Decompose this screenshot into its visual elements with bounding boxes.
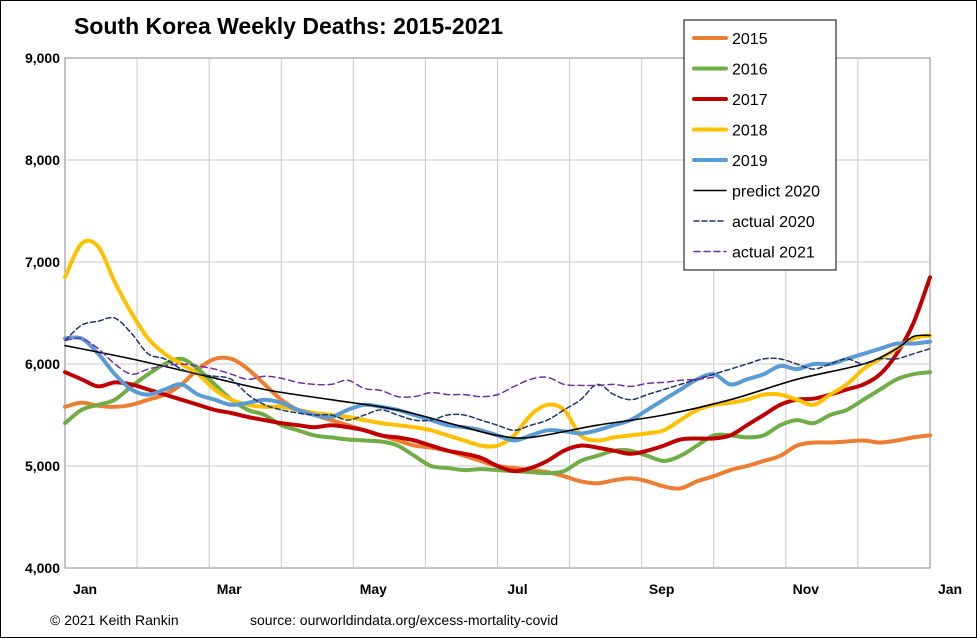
series-line-actual-2021 <box>64 337 715 399</box>
x-tick-label: Jan <box>938 581 962 597</box>
series-line-2016 <box>63 356 932 476</box>
x-tick-label: May <box>360 581 387 597</box>
series-lines <box>63 238 932 491</box>
legend-label: 2018 <box>732 123 768 140</box>
legend-label: 2019 <box>732 153 768 170</box>
y-tick-label: 9,000 <box>25 50 60 66</box>
legend-label: actual 2021 <box>732 245 815 262</box>
x-tick-label: Nov <box>793 581 820 597</box>
vertical-gridlines <box>136 58 859 568</box>
y-tick-label: 6,000 <box>25 356 60 372</box>
legend-label: 2015 <box>732 31 768 48</box>
x-tick-labels: Jan Mar May Jul Sep Nov Jan <box>73 581 962 597</box>
legend: 2015 2016 2017 2018 2019 predict 2020 actual 2… <box>683 19 837 271</box>
legend-box <box>683 19 837 271</box>
y-tick-label: 7,000 <box>25 254 60 270</box>
series-line-2017 <box>63 275 932 474</box>
legend-label: predict 2020 <box>732 184 820 201</box>
legend-label: 2017 <box>732 92 768 109</box>
chart-title: South Korea Weekly Deaths: 2015-2021 <box>74 13 503 39</box>
copyright-text: © 2021 Keith Rankin <box>50 612 179 628</box>
source-text: source: ourworldindata.org/excess-mortal… <box>250 612 558 628</box>
series-line-actual-2020 <box>64 316 931 432</box>
y-tick-label: 8,000 <box>25 152 60 168</box>
y-tick-labels: 4,000 5,000 6,000 7,000 8,000 9,000 <box>25 50 60 576</box>
legend-label: 2016 <box>732 62 768 79</box>
y-tick-label: 4,000 <box>25 560 60 576</box>
x-tick-label: Sep <box>649 581 675 597</box>
x-tick-label: Mar <box>217 581 242 597</box>
legend-label: actual 2020 <box>732 214 815 231</box>
series-line-2018 <box>63 238 932 449</box>
x-tick-label: Jan <box>73 581 97 597</box>
x-tick-label: Jul <box>507 581 527 597</box>
y-tick-label: 5,000 <box>25 458 60 474</box>
